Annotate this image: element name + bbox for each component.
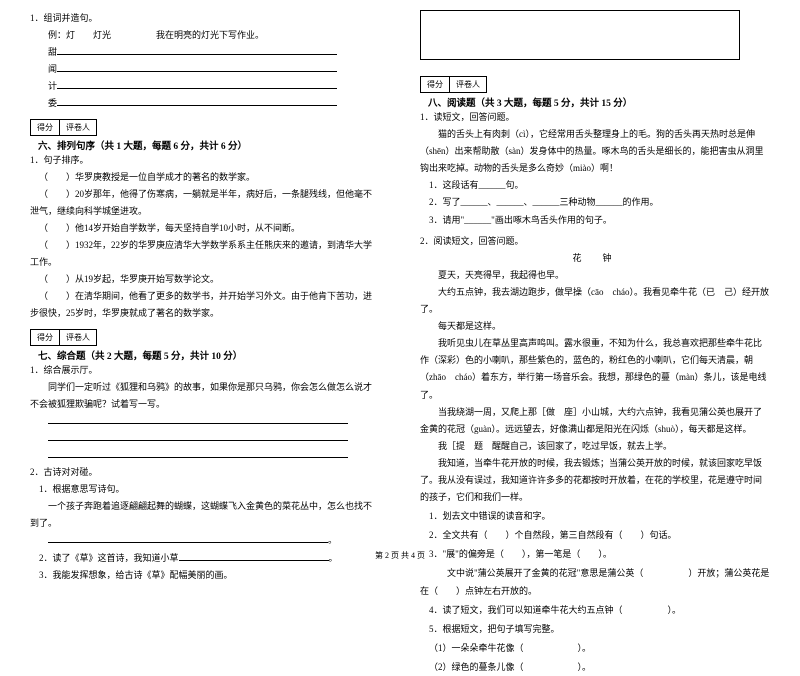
- s8-q1-item: 1．这段话有______句。: [420, 177, 770, 194]
- s7-q1-title: 1．综合展示厅。: [30, 362, 380, 379]
- poem-line: 当我绕湖一周，又爬上那［做 座］小山城，大约六点钟，我看见蒲公英也展开了金黄的花…: [420, 404, 770, 438]
- s6-line: （ ）在清华期间，他看了更多的数学书，并开始学习外文。由于他肯下苦功，进步很快，…: [30, 288, 380, 322]
- answer-box[interactable]: [420, 10, 740, 60]
- row-wen: 闻: [30, 61, 380, 78]
- s7-q1-text: 同学们一定听过《狐狸和乌鸦》的故事，如果你是那只乌鸦，你会怎么做怎么说才不会被狐…: [30, 379, 380, 413]
- page-footer: 第 2 页 共 4 页: [0, 550, 800, 561]
- s6-q1: 1．句子排序。: [30, 152, 380, 169]
- s8-q2-item: 文中说"蒲公英展开了金黄的花冠"意思是蒲公英（ ）开放；蒲公英花是在（ ）点钟左…: [420, 565, 770, 599]
- s6-line: （ ）从19岁起，华罗庚开始写数学论文。: [30, 271, 380, 288]
- right-column: 得分 评卷人 八、阅读题（共 3 大题，每题 5 分，共计 15 分） 1．读短…: [400, 0, 800, 565]
- s6-line: （ ）20岁那年，他得了伤寒病，一躺就是半年，病好后，一条腿残线，但他毫不泄气，…: [30, 186, 380, 220]
- section7-title: 七、综合题（共 2 大题，每题 5 分，共计 10 分）: [38, 348, 242, 362]
- blank-line[interactable]: [30, 413, 380, 430]
- blank[interactable]: [57, 96, 337, 106]
- s8-q2-item: （2）绿色的蔓条儿像（ ）。: [420, 659, 770, 676]
- s8-q2-item: 5．根据短文，把句子填写完整。: [420, 621, 770, 638]
- q1-title: 1．组词并造句。: [30, 10, 380, 27]
- s7-q2-title: 2．古诗对对碰。: [30, 464, 380, 481]
- s8-q2-item: （1）一朵朵牵牛花像（ ）。: [420, 640, 770, 657]
- left-column: 1．组词并造句。 例：灯 灯光 我在明亮的灯光下写作业。 甜 闻 计 委 得分 …: [0, 0, 400, 565]
- row-ji: 计: [30, 78, 380, 95]
- poem-line: 我听见虫儿在草丛里高声鸣叫。露水很重，不知为什么，我总喜欢把那些牵牛花比作（深彩…: [420, 335, 770, 403]
- blank[interactable]: [57, 45, 337, 55]
- s8-q2-item: 1．划去文中错误的读音和字。: [420, 508, 770, 525]
- s6-line: （ ）他14岁开始自学数学，每天坚持自学10小时，从不间断。: [30, 220, 380, 237]
- q1-example: 例：灯 灯光 我在明亮的灯光下写作业。: [30, 27, 380, 44]
- s8-q1-item: 2．写了______、______、______三种动物______的作用。: [420, 194, 770, 211]
- section8-header: 得分 评卷人: [420, 70, 770, 95]
- poem-line: 夏天，天亮得早，我起得也早。: [420, 267, 770, 284]
- scorebox: 得分 评卷人: [420, 76, 487, 93]
- s6-line: （ ）华罗庚教授是一位自学成才的著名的数学家。: [30, 169, 380, 186]
- section7-header: 得分 评卷人: [30, 323, 380, 348]
- blank-line[interactable]: [30, 447, 380, 464]
- poem-line: 每天都是这样。: [420, 318, 770, 335]
- s8-q1-para: 猫的舌头上有肉刺（cì），它经常用舌头整理身上的毛。狗的舌头再天热时总是伸（sh…: [420, 126, 770, 177]
- s8-q2-item: 2．全文共有（ ）个自然段，第三自然段有（ ）句话。: [420, 527, 770, 544]
- s8-q1-item: 3．请用"______"画出啄木鸟舌头作用的句子。: [420, 212, 770, 229]
- section6-header: 得分 评卷人: [30, 113, 380, 138]
- poem-line: 大约五点钟，我去湖边跑步，做早操（cāo cháo）。我看见牵牛花（已 己）经开…: [420, 284, 770, 318]
- scorebox: 得分 评卷人: [30, 119, 97, 136]
- poem-line: 我知道，当牵牛花开放的时候，我去锻炼；当蒲公英开放的时候，就该回家吃早饭了。我从…: [420, 455, 770, 506]
- row-wei: 委: [30, 95, 380, 112]
- s7-q2-sub3: 3．我能发挥想象，给古诗《草》配幅美丽的画。: [30, 567, 380, 584]
- section6-title: 六、排列句序（共 1 大题，每题 6 分，共计 6 分）: [38, 138, 247, 152]
- blank[interactable]: [57, 79, 337, 89]
- s8-q2-item: 4．读了短文，我们可以知道牵牛花大约五点钟（ ）。: [420, 602, 770, 619]
- section8-title: 八、阅读题（共 3 大题，每题 5 分，共计 15 分）: [428, 95, 632, 109]
- s8-q1-title: 1．读短文，回答问题。: [420, 109, 770, 126]
- scorebox: 得分 评卷人: [30, 329, 97, 346]
- poem-title: 花 钟: [420, 250, 770, 267]
- row-tian: 甜: [30, 44, 380, 61]
- poem-line: 我［提 题 醒醒自己，该回家了，吃过早饭，就去上学。: [420, 438, 770, 455]
- blank-line[interactable]: 。: [30, 532, 380, 549]
- blank-line[interactable]: [30, 430, 380, 447]
- s6-line: （ ）1932年，22岁的华罗庚应清华大学数学系系主任熊庆来的邀请，到清华大学工…: [30, 237, 380, 271]
- s7-q2-sub1: 1．根据意思写诗句。: [30, 481, 380, 498]
- blank[interactable]: [57, 62, 337, 72]
- s8-q2-title: 2．阅读短文，回答问题。: [420, 233, 770, 250]
- s7-q2-sub1-text: 一个孩子奔跑着追逐翩翩起舞的蝴蝶，这蝴蝶飞入金黄色的菜花丛中，怎么也找不到了。: [30, 498, 380, 532]
